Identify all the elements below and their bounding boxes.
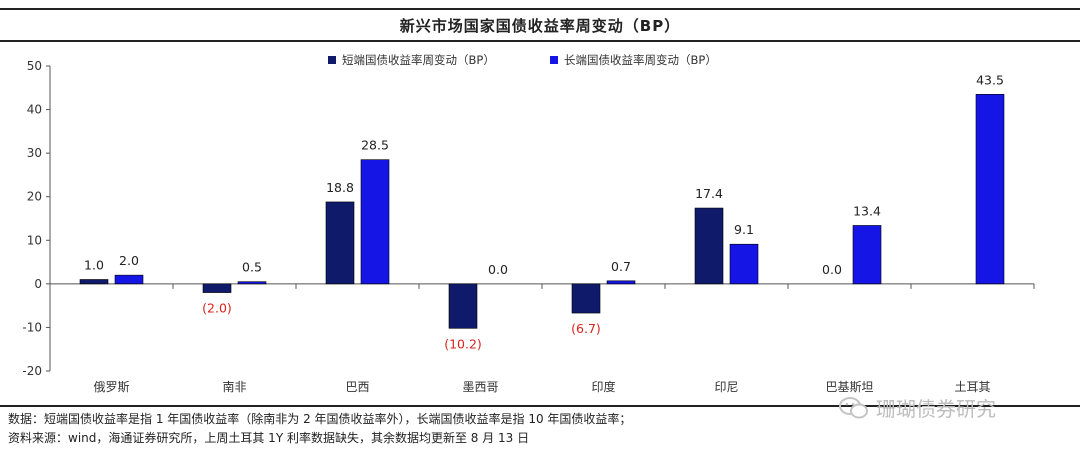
- y-tick-label: 50: [27, 59, 42, 73]
- long-term-bar: [360, 159, 390, 285]
- long-term-bar: [237, 281, 267, 285]
- legend-swatch-long: [550, 56, 558, 64]
- legend-swatch-short: [328, 56, 336, 64]
- y-tick-label: 20: [27, 190, 42, 204]
- x-category-label: 巴西: [345, 380, 369, 394]
- long-term-bar: [729, 243, 759, 285]
- long-term-bar: [606, 280, 636, 285]
- x-category-label: 印尼: [714, 380, 738, 394]
- data-label: 43.5: [976, 72, 1004, 87]
- x-category-label: 巴基斯坦: [825, 380, 873, 394]
- legend-label-long: 长端国债收益率周变动（BP）: [564, 53, 717, 67]
- chart-notes: 数据：短端国债收益率是指 1 年国债收益率（除南非为 2 年国债收益率外），长端…: [8, 410, 631, 448]
- chart-title-bar: 新兴市场国家国债收益率周变动（BP）: [0, 8, 1080, 42]
- short-term-bar: [448, 283, 478, 329]
- x-category-label: 墨西哥: [462, 380, 498, 394]
- data-label: 0.0: [488, 262, 508, 277]
- y-tick-label: 10: [27, 233, 42, 247]
- chart-title: 新兴市场国家国债收益率周变动（BP）: [399, 16, 681, 35]
- short-term-bar: [202, 283, 232, 293]
- x-category-label: 南非: [222, 379, 246, 394]
- y-tick-label: -20: [22, 364, 42, 378]
- x-category-label: 俄罗斯: [93, 380, 129, 394]
- data-label: 18.8: [326, 180, 354, 195]
- footer-rule: [0, 405, 1080, 407]
- short-term-bar: [571, 283, 601, 314]
- long-term-bar: [114, 274, 144, 285]
- data-label: (6.7): [571, 321, 601, 336]
- data-label: 0.5: [242, 260, 262, 275]
- data-label: 1.0: [84, 258, 104, 273]
- data-label: (10.2): [444, 336, 482, 351]
- data-label: 9.1: [734, 222, 754, 237]
- short-term-bar: [79, 279, 109, 285]
- y-tick-label: -10: [22, 320, 42, 334]
- data-label: 17.4: [695, 186, 723, 201]
- short-term-bar: [325, 201, 355, 285]
- short-term-bar: [694, 207, 724, 285]
- legend-label-short: 短端国债收益率周变动（BP）: [342, 53, 495, 67]
- watermark: 珊瑚债券研究: [838, 393, 996, 422]
- data-label: (2.0): [202, 301, 232, 316]
- bar-chart: -20 -10 0 10 20 30 40 50 俄罗斯 南非 巴西 墨西哥 印度 印尼 巴基斯坦 土耳其 1…: [22, 53, 1035, 394]
- watermark-text: 珊瑚债券研究: [876, 397, 996, 421]
- data-label: 2.0: [119, 253, 139, 268]
- data-label: 13.4: [853, 203, 881, 218]
- x-category-label: 印度: [591, 379, 615, 394]
- data-label: 0.7: [611, 259, 631, 274]
- y-tick-label: 30: [27, 146, 42, 160]
- data-note: 数据：短端国债收益率是指 1 年国债收益率（除南非为 2 年国债收益率外），长端…: [8, 412, 632, 426]
- long-term-bar: [975, 94, 1005, 285]
- data-source: 资料来源：wind，海通证券研究所，上周土耳其 1Y 利率数据缺失，其余数据均更…: [8, 431, 530, 445]
- y-tick-label: 0: [34, 277, 42, 291]
- x-category-label: 土耳其: [954, 380, 990, 394]
- wechat-icon: [839, 396, 868, 418]
- long-term-bar: [852, 225, 882, 285]
- y-tick-label: 40: [27, 103, 42, 117]
- data-label: 0.0: [822, 262, 842, 277]
- data-label: 28.5: [361, 138, 389, 153]
